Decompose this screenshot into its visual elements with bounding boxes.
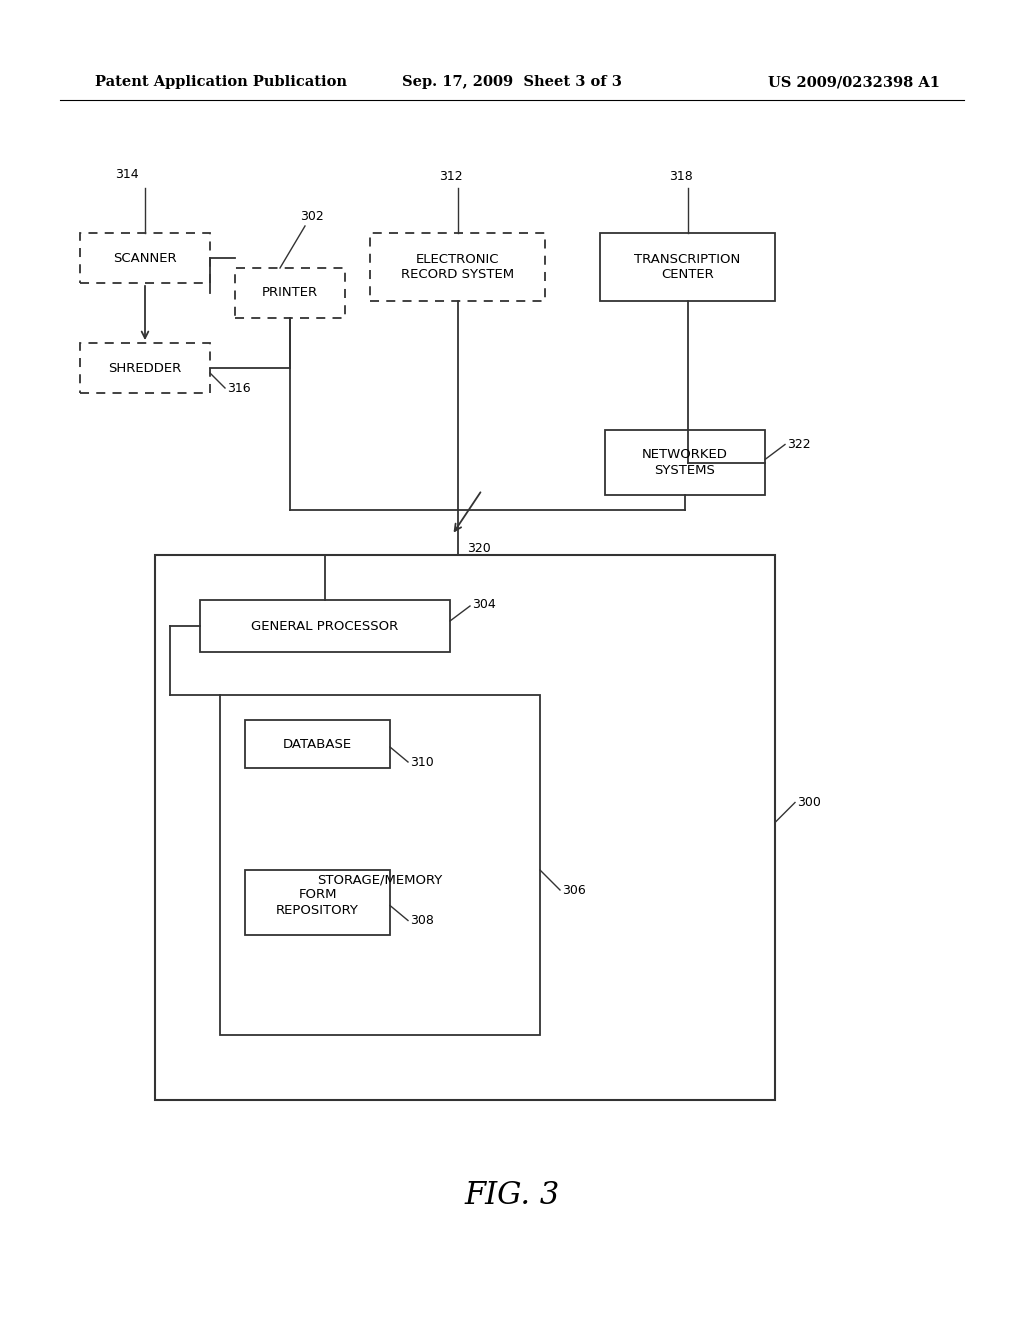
Text: 300: 300 bbox=[797, 796, 821, 809]
Text: SCANNER: SCANNER bbox=[114, 252, 177, 264]
Text: FORM
REPOSITORY: FORM REPOSITORY bbox=[276, 888, 359, 916]
Text: US 2009/0232398 A1: US 2009/0232398 A1 bbox=[768, 75, 940, 88]
Text: 310: 310 bbox=[410, 755, 434, 768]
Text: Sep. 17, 2009  Sheet 3 of 3: Sep. 17, 2009 Sheet 3 of 3 bbox=[402, 75, 622, 88]
Text: 302: 302 bbox=[300, 210, 324, 223]
Text: NETWORKED
SYSTEMS: NETWORKED SYSTEMS bbox=[642, 449, 728, 477]
Bar bbox=[605, 430, 765, 495]
Bar bbox=[80, 343, 210, 393]
Bar bbox=[600, 234, 775, 301]
Bar bbox=[234, 268, 345, 318]
Text: SHREDDER: SHREDDER bbox=[109, 362, 181, 375]
Bar bbox=[155, 554, 775, 1100]
Bar bbox=[370, 234, 545, 301]
Text: 308: 308 bbox=[410, 913, 434, 927]
Text: 320: 320 bbox=[467, 541, 490, 554]
Bar bbox=[245, 719, 390, 768]
Text: GENERAL PROCESSOR: GENERAL PROCESSOR bbox=[251, 619, 398, 632]
Text: 322: 322 bbox=[787, 438, 811, 451]
Text: 316: 316 bbox=[227, 381, 251, 395]
Bar bbox=[245, 870, 390, 935]
Text: STORAGE/MEMORY: STORAGE/MEMORY bbox=[317, 874, 442, 887]
Text: 304: 304 bbox=[472, 598, 496, 610]
Text: 318: 318 bbox=[670, 169, 693, 182]
Text: DATABASE: DATABASE bbox=[283, 738, 352, 751]
Text: Patent Application Publication: Patent Application Publication bbox=[95, 75, 347, 88]
Text: TRANSCRIPTION
CENTER: TRANSCRIPTION CENTER bbox=[635, 253, 740, 281]
Text: 306: 306 bbox=[562, 883, 586, 896]
Text: 314: 314 bbox=[115, 169, 138, 181]
Text: FIG. 3: FIG. 3 bbox=[464, 1180, 560, 1210]
Text: ELECTRONIC
RECORD SYSTEM: ELECTRONIC RECORD SYSTEM bbox=[401, 253, 514, 281]
Text: PRINTER: PRINTER bbox=[262, 286, 318, 300]
Bar bbox=[220, 696, 540, 1035]
Bar bbox=[200, 601, 450, 652]
Text: 312: 312 bbox=[439, 169, 463, 182]
Bar bbox=[80, 234, 210, 282]
